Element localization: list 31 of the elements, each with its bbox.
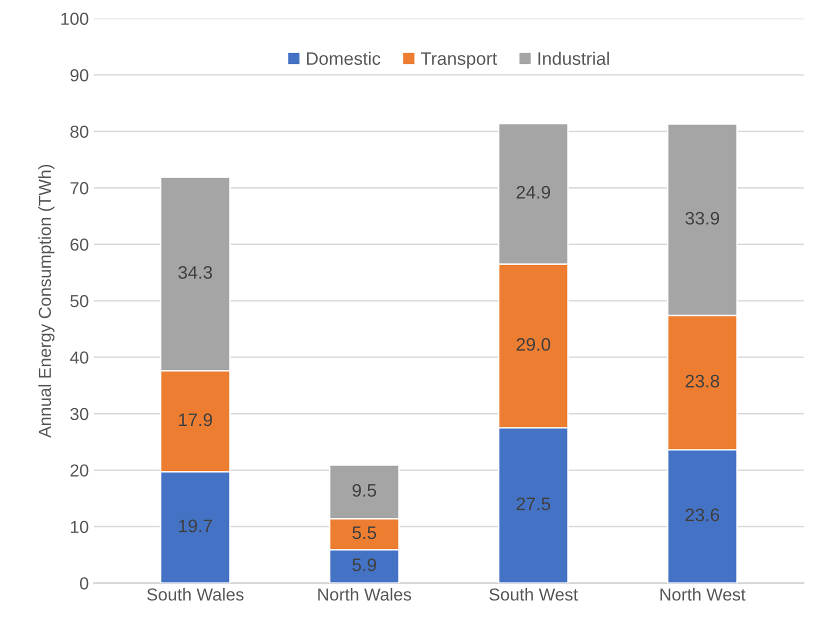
data-label: 33.9 — [685, 212, 720, 225]
y-tick-label: 40 — [70, 351, 88, 364]
data-label: 23.6 — [686, 508, 720, 522]
data-label: 19.7 — [179, 520, 212, 532]
x-tick-label: South Wales — [147, 588, 244, 601]
data-label: 17.9 — [179, 413, 212, 426]
y-tick-label: 50 — [70, 294, 88, 308]
y-tick-label: 90 — [70, 69, 88, 82]
data-label: 34.3 — [178, 266, 212, 279]
data-label: 5.9 — [352, 558, 376, 572]
data-label: 24.9 — [516, 186, 550, 199]
y-tick-label: 70 — [70, 182, 88, 194]
y-tick-label: 80 — [70, 126, 88, 138]
y-tick-label: 20 — [70, 464, 88, 477]
y-tick-label: 0 — [80, 577, 88, 590]
x-tick-label: North Wales — [318, 588, 412, 601]
y-axis-title: Annual Energy Consumption (TWh) — [38, 164, 54, 438]
y-tick-label: 100 — [61, 12, 88, 25]
x-tick-label: South West — [489, 588, 578, 601]
data-label: 27.5 — [516, 498, 550, 510]
data-label: 29.0 — [516, 338, 550, 351]
data-label: 23.8 — [686, 374, 720, 388]
data-label: 5.5 — [352, 526, 376, 540]
legend-label: Industrial — [538, 52, 609, 65]
data-label: 9.5 — [352, 484, 376, 497]
y-tick-label: 30 — [70, 408, 88, 420]
y-tick-label: 60 — [70, 238, 88, 251]
legend-label: Domestic — [307, 52, 380, 65]
legend-label: Transport — [420, 52, 497, 69]
x-tick-label: North West — [660, 588, 746, 601]
y-tick-label: 10 — [70, 520, 88, 534]
